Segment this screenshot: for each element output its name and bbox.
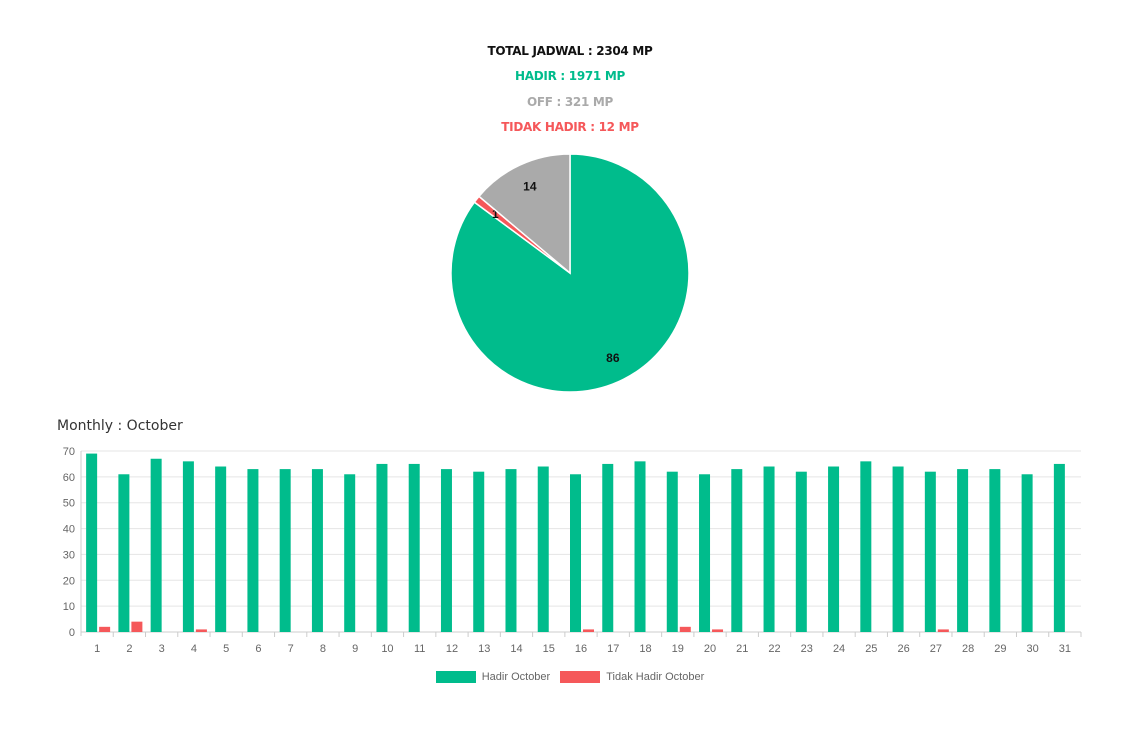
legend-swatch-tidak-hadir bbox=[560, 671, 601, 683]
bar-hadir[interactable] bbox=[150, 458, 162, 632]
bar-hadir[interactable] bbox=[1053, 463, 1065, 632]
bar-tidak-hadir[interactable] bbox=[131, 621, 143, 632]
x-tick-label: 20 bbox=[704, 643, 716, 655]
x-tick-label: 13 bbox=[478, 643, 490, 655]
bar-tidak-hadir[interactable] bbox=[583, 629, 594, 632]
summary-total: TOTAL JADWAL : 2304 MP bbox=[487, 44, 653, 58]
bar-hadir[interactable] bbox=[602, 463, 614, 632]
legend-item-hadir[interactable]: Hadir October bbox=[435, 671, 551, 683]
x-tick-label: 3 bbox=[159, 643, 165, 655]
bar-hadir[interactable] bbox=[924, 471, 936, 632]
bar-hadir[interactable] bbox=[795, 471, 807, 632]
bar-hadir[interactable] bbox=[118, 474, 130, 632]
y-tick-label: 10 bbox=[63, 601, 75, 613]
summary-tidak-hadir: TIDAK HADIR : 12 MP bbox=[501, 120, 639, 134]
bar-hadir[interactable] bbox=[537, 466, 549, 632]
x-tick-label: 16 bbox=[575, 643, 587, 655]
x-tick-label: 2 bbox=[126, 643, 132, 655]
y-tick-label: 50 bbox=[63, 498, 75, 510]
bar-hadir[interactable] bbox=[860, 461, 872, 632]
bar-hadir[interactable] bbox=[311, 469, 323, 632]
x-tick-label: 26 bbox=[897, 643, 909, 655]
bar-hadir[interactable] bbox=[215, 466, 227, 632]
x-tick-label: 17 bbox=[607, 643, 619, 655]
bar-hadir[interactable] bbox=[376, 463, 388, 632]
summary-hadir: HADIR : 1971 MP bbox=[515, 69, 625, 83]
x-tick-label: 12 bbox=[446, 643, 458, 655]
bar-hadir[interactable] bbox=[989, 469, 1001, 632]
x-tick-label: 22 bbox=[768, 643, 780, 655]
y-tick-label: 40 bbox=[63, 524, 75, 536]
x-tick-label: 25 bbox=[865, 643, 877, 655]
y-tick-label: 70 bbox=[63, 446, 75, 458]
bar-tidak-hadir[interactable] bbox=[937, 629, 949, 632]
x-tick-label: 9 bbox=[352, 643, 358, 655]
x-tick-label: 18 bbox=[639, 643, 651, 655]
x-tick-label: 11 bbox=[414, 643, 425, 655]
bar-hadir[interactable] bbox=[763, 466, 775, 632]
bar-tidak-hadir[interactable] bbox=[679, 626, 691, 632]
bar-tidak-hadir[interactable] bbox=[99, 626, 111, 632]
x-tick-label: 10 bbox=[381, 643, 393, 655]
pie-label-off: 14 bbox=[523, 180, 537, 194]
x-tick-label: 5 bbox=[223, 643, 229, 655]
x-tick-label: 7 bbox=[288, 643, 294, 655]
x-tick-label: 8 bbox=[320, 643, 326, 655]
x-tick-label: 6 bbox=[255, 643, 261, 655]
x-tick-label: 1 bbox=[94, 643, 100, 655]
bar-hadir[interactable] bbox=[634, 461, 646, 632]
x-tick-label: 23 bbox=[801, 643, 813, 655]
legend-swatch-hadir bbox=[435, 671, 476, 683]
bar-hadir[interactable] bbox=[505, 469, 517, 632]
bar-hadir[interactable] bbox=[247, 469, 259, 632]
bar-hadir[interactable] bbox=[344, 474, 356, 632]
bar-hadir[interactable] bbox=[828, 466, 840, 632]
x-tick-label: 31 bbox=[1059, 643, 1071, 655]
legend-label-tidak-hadir: Tidak Hadir October bbox=[606, 671, 705, 683]
bar-hadir[interactable] bbox=[279, 469, 291, 632]
bar-hadir[interactable] bbox=[570, 474, 581, 632]
monthly-chart-title: Monthly : October bbox=[57, 418, 183, 434]
bar-tidak-hadir[interactable] bbox=[712, 629, 724, 632]
y-tick-label: 60 bbox=[63, 472, 75, 484]
pie-slice-off[interactable] bbox=[477, 153, 571, 275]
x-tick-label: 19 bbox=[672, 643, 684, 655]
legend-label-hadir: Hadir October bbox=[481, 671, 551, 683]
y-tick-label: 30 bbox=[63, 549, 75, 561]
bar-hadir[interactable] bbox=[86, 453, 98, 632]
bar-hadir[interactable] bbox=[892, 466, 904, 632]
x-tick-label: 21 bbox=[736, 643, 748, 655]
x-tick-label: 28 bbox=[962, 643, 974, 655]
x-tick-label: 4 bbox=[191, 643, 197, 655]
y-tick-label: 20 bbox=[63, 575, 75, 587]
x-tick-label: 30 bbox=[1026, 643, 1038, 655]
bar-hadir[interactable] bbox=[408, 463, 420, 632]
bar-hadir[interactable] bbox=[731, 469, 743, 632]
bar-hadir[interactable] bbox=[473, 471, 485, 632]
y-tick-label: 0 bbox=[69, 627, 75, 639]
bar-hadir[interactable] bbox=[957, 469, 969, 632]
x-tick-label: 27 bbox=[930, 643, 942, 655]
bar-hadir[interactable] bbox=[182, 461, 194, 632]
attendance-pie-chart: 86 1 14 bbox=[450, 153, 690, 393]
bar-chart-legend: Hadir October Tidak Hadir October bbox=[0, 671, 1140, 683]
x-tick-label: 14 bbox=[510, 643, 522, 655]
bar-hadir[interactable] bbox=[699, 474, 711, 632]
summary-off: OFF : 321 MP bbox=[526, 95, 614, 109]
bar-hadir[interactable] bbox=[1021, 474, 1033, 632]
x-tick-label: 24 bbox=[833, 643, 845, 655]
pie-label-tidak-hadir: 1 bbox=[492, 207, 499, 221]
bar-tidak-hadir[interactable] bbox=[195, 629, 207, 632]
legend-item-tidak-hadir[interactable]: Tidak Hadir October bbox=[560, 671, 704, 683]
bar-hadir[interactable] bbox=[666, 471, 678, 632]
bar-hadir[interactable] bbox=[440, 469, 452, 632]
pie-label-hadir: 86 bbox=[606, 351, 620, 365]
x-tick-label: 15 bbox=[543, 643, 555, 655]
x-tick-label: 29 bbox=[994, 643, 1006, 655]
